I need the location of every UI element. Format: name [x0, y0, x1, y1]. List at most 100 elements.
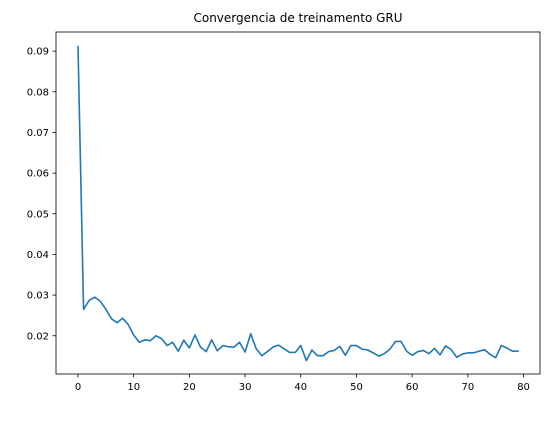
data-point: [177, 350, 179, 352]
data-point: [389, 348, 391, 350]
data-point: [228, 346, 230, 348]
x-tick-label: 80: [517, 382, 530, 393]
data-point: [406, 350, 408, 352]
data-point: [272, 346, 274, 348]
data-point: [99, 300, 101, 302]
data-point: [400, 341, 402, 343]
data-point: [500, 345, 502, 347]
data-point: [155, 335, 157, 337]
data-point: [122, 317, 124, 319]
y-tick-label: 0.03: [27, 291, 49, 302]
data-point: [462, 353, 464, 355]
data-point: [172, 341, 174, 343]
y-ticks: 0.02 0.03 0.04 0.05 0.06 0.07 0.08 0.09: [27, 47, 56, 342]
data-point: [250, 333, 252, 335]
data-point: [289, 352, 291, 354]
data-point: [127, 324, 129, 326]
plot-area: [77, 45, 519, 362]
data-point: [194, 334, 196, 336]
y-tick-label: 0.02: [27, 331, 49, 342]
data-point: [294, 352, 296, 354]
data-point: [395, 341, 397, 343]
data-point: [445, 345, 447, 347]
data-point: [105, 309, 107, 311]
y-tick-label: 0.09: [27, 47, 49, 58]
data-point: [150, 340, 152, 342]
data-point: [473, 352, 475, 354]
data-point: [216, 350, 218, 352]
data-point: [133, 334, 135, 336]
data-point: [372, 352, 374, 354]
data-point: [144, 339, 146, 341]
data-point: [467, 352, 469, 354]
data-point: [411, 354, 413, 356]
data-point: [166, 345, 168, 347]
data-point: [205, 351, 207, 353]
data-point: [384, 353, 386, 355]
data-point: [222, 345, 224, 347]
data-point: [328, 351, 330, 353]
data-point: [361, 348, 363, 350]
plot-frame: [55, 31, 541, 375]
data-point: [200, 346, 202, 348]
y-tick-label: 0.04: [27, 250, 49, 261]
data-point: [450, 349, 452, 351]
data-point: [83, 309, 85, 311]
data-point: [378, 355, 380, 357]
data-point: [439, 354, 441, 356]
axes: [55, 31, 541, 375]
x-tick-label: 50: [350, 382, 363, 393]
data-point: [456, 357, 458, 359]
chart-title: Convergencia de treinamento GRU: [193, 11, 402, 25]
y-tick-label: 0.07: [27, 128, 49, 139]
data-point: [345, 354, 347, 356]
x-tick-label: 30: [239, 382, 252, 393]
data-point: [317, 355, 319, 357]
data-point: [311, 349, 313, 351]
data-point: [434, 348, 436, 350]
x-tick-label: 10: [127, 382, 140, 393]
data-point: [161, 338, 163, 340]
data-point: [423, 350, 425, 352]
data-point: [233, 346, 235, 348]
x-tick-label: 40: [294, 382, 307, 393]
data-point: [512, 350, 514, 352]
data-point: [350, 345, 352, 347]
data-point: [138, 341, 140, 343]
series-line: [77, 45, 519, 362]
data-point: [88, 300, 90, 302]
data-point: [278, 344, 280, 346]
data-point: [506, 347, 508, 349]
data-point: [333, 350, 335, 352]
data-point: [417, 351, 419, 353]
data-point: [244, 351, 246, 353]
data-point: [478, 350, 480, 352]
data-point: [300, 345, 302, 347]
data-point: [77, 46, 79, 48]
data-point: [489, 354, 491, 356]
data-point: [116, 322, 118, 324]
data-point: [322, 355, 324, 357]
y-tick-label: 0.05: [27, 209, 49, 220]
data-point: [306, 360, 308, 362]
data-point: [367, 349, 369, 351]
data-point: [183, 339, 185, 341]
data-point: [283, 348, 285, 350]
data-point: [255, 348, 257, 350]
x-ticks: 0 10 20 30 40 50 60 70 80: [75, 374, 530, 393]
data-point: [261, 355, 263, 357]
y-tick-label: 0.06: [27, 169, 49, 180]
data-point: [517, 350, 519, 352]
x-tick-label: 60: [406, 382, 419, 393]
data-point: [267, 351, 269, 353]
x-tick-label: 20: [183, 382, 196, 393]
data-point: [495, 357, 497, 359]
x-tick-label: 0: [75, 382, 81, 393]
data-point: [189, 347, 191, 349]
y-tick-label: 0.08: [27, 87, 49, 98]
data-point: [484, 349, 486, 351]
data-point: [239, 341, 241, 343]
x-tick-label: 70: [462, 382, 475, 393]
data-point: [211, 339, 213, 341]
